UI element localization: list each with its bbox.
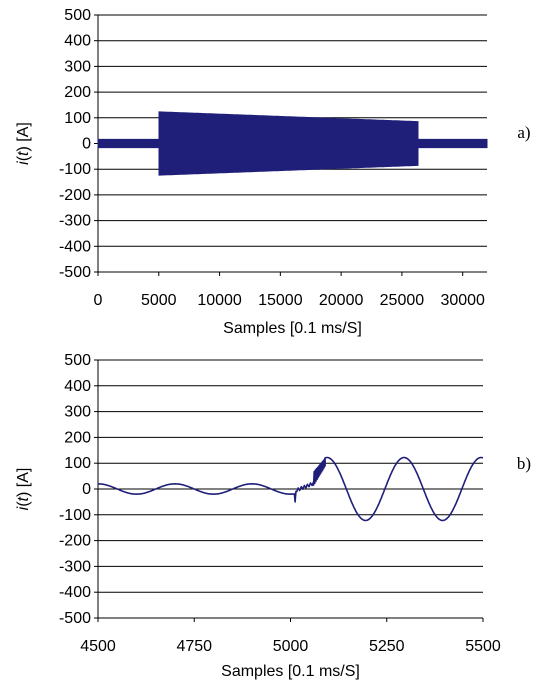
x-tick-label: 10000 (197, 292, 242, 309)
panel-label: a) (517, 123, 530, 142)
panel-label: b) (517, 454, 531, 473)
y-tick-label: -200 (59, 187, 91, 204)
y-tick-label: -100 (59, 507, 91, 524)
y-tick-label: 0 (82, 481, 91, 498)
y-tick-label: -300 (59, 213, 91, 230)
y-tick-label: 500 (64, 7, 91, 24)
y-tick-label: 400 (64, 33, 91, 50)
x-tick-label: 20000 (319, 292, 364, 309)
x-tick-label: 5500 (465, 638, 501, 655)
series-line (97, 456, 484, 522)
y-tick-label: -100 (59, 161, 91, 178)
y-tick-label: 200 (64, 429, 91, 446)
y-tick-label: 500 (64, 352, 91, 369)
y-axis-label: i(t) [A] (15, 122, 32, 165)
x-tick-label: 5000 (141, 292, 177, 309)
x-tick-label: 5250 (369, 638, 405, 655)
x-axis-label: Samples [0.1 ms/S] (221, 663, 360, 680)
y-tick-label: 300 (64, 404, 91, 421)
x-tick-label: 15000 (258, 292, 303, 309)
y-tick-label: -300 (59, 558, 91, 575)
x-tick-label: 5000 (273, 638, 309, 655)
x-tick-label: 0 (94, 292, 103, 309)
x-tick-label: 25000 (380, 292, 425, 309)
y-axis-label: i(t) [A] (15, 468, 32, 511)
y-tick-label: 200 (64, 84, 91, 101)
chart-b: -500 -400 -300 -200 -100 0 100 200 300 400 500 4500… (15, 352, 531, 680)
x-tick-label: 4750 (176, 638, 212, 655)
y-tick-label: 400 (64, 378, 91, 395)
y-tick-label: -400 (59, 584, 91, 601)
y-tick-label: 100 (64, 455, 91, 472)
y-tick-label: -500 (59, 610, 91, 627)
y-tick-label: 100 (64, 110, 91, 127)
series-line (97, 111, 488, 176)
x-tick-label: 4500 (80, 638, 116, 655)
y-tick-label: -400 (59, 238, 91, 255)
y-tick-label: 0 (82, 136, 91, 153)
y-tick-label: -500 (59, 264, 91, 281)
y-tick-label: -200 (59, 533, 91, 550)
x-tick-label: 30000 (440, 292, 485, 309)
x-axis-label: Samples [0.1 ms/S] (223, 320, 362, 337)
y-tick-label: 300 (64, 58, 91, 75)
